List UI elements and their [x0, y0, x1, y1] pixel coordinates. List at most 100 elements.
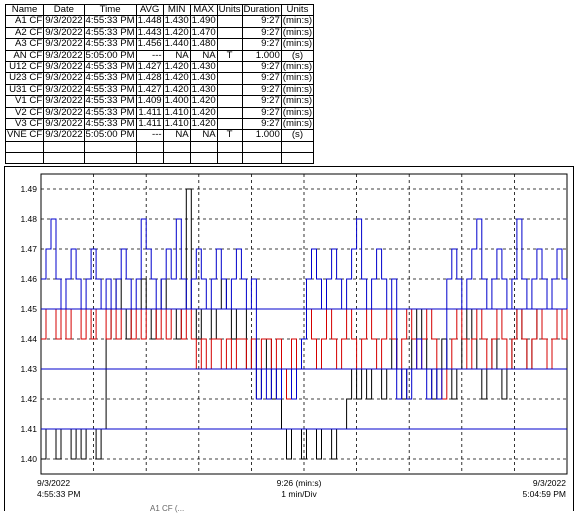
table-cell: 4:55:33 PM: [83, 106, 137, 120]
table-cell: NA: [189, 129, 218, 142]
table-cell: [216, 26, 243, 40]
table-blank-row: [4, 151, 315, 164]
table-cell: V2 CF: [4, 106, 45, 120]
x-start-label: 9/3/2022 4:55:33 PM: [37, 478, 80, 500]
table-row: U23 CF 9/3/2022 4:55:33 PM 1.428 1.420 1.430 9…: [4, 72, 315, 85]
table-cell: 1.430: [162, 15, 191, 28]
table-cell: [83, 140, 137, 153]
table-cell: 9:27: [241, 95, 282, 108]
table-cell: T: [216, 49, 243, 63]
table-cell: [83, 151, 137, 164]
table-blank-row: [4, 140, 315, 153]
table-cell: [135, 151, 164, 164]
table-cell: 9/3/2022: [43, 118, 85, 131]
table-cell: (min:s): [280, 72, 315, 85]
table-cell: 1.420: [189, 118, 218, 131]
x-end-date: 9/3/2022: [532, 478, 566, 488]
table-cell: (min:s): [280, 95, 315, 108]
series-line-2: [41, 308, 568, 400]
table-cell: [280, 140, 315, 153]
table-header-row: Name Date Time AVG MIN MAX Units Duratio…: [4, 3, 315, 17]
table-cell: VNE CF: [4, 129, 45, 142]
header-name: Name: [4, 3, 45, 17]
table-cell: 9:27: [241, 38, 282, 51]
table-row: A2 CF 9/3/2022 4:55:33 PM 1.443 1.420 1.470 9:…: [4, 26, 315, 40]
header-duration-units: Units: [280, 3, 315, 17]
table-cell: [216, 61, 243, 74]
table-cell: 1.448: [135, 15, 164, 28]
table-row: VNE CF 9/3/2022 5:05:00 PM --- NA NA T 1.000 (s): [4, 129, 315, 142]
table-cell: V3 CF: [4, 118, 45, 131]
table-cell: 9/3/2022: [43, 72, 85, 85]
table-cell: (min:s): [280, 118, 315, 131]
table-cell: 1.443: [135, 26, 164, 40]
table-cell: 1.411: [135, 106, 164, 120]
table-cell: 1.000: [241, 129, 282, 142]
table-cell: 1.440: [162, 38, 191, 51]
y-tick-label: 1.46: [20, 274, 37, 284]
table-cell: 9:27: [241, 83, 282, 97]
y-tick-label: 1.45: [20, 304, 37, 314]
table-cell: [216, 83, 243, 97]
table-cell: A1 CF: [4, 15, 45, 28]
table-cell: 1.420: [162, 61, 191, 74]
table-cell: 1.430: [189, 72, 218, 85]
table-cell: 9:27: [241, 106, 282, 120]
table-cell: 1.420: [189, 95, 218, 108]
trend-chart: 1.49 1.48 1.47 1.46 1.45 1.44 1.43 1.42 1.41 1.40: [20, 173, 568, 475]
table-cell: 1.430: [189, 83, 218, 97]
table-cell: (min:s): [280, 15, 315, 28]
x-start-time: 4:55:33 PM: [37, 489, 81, 499]
table-cell: 1.480: [189, 38, 218, 51]
table-cell: [216, 38, 243, 51]
table-cell: [216, 15, 243, 28]
table-cell: [189, 151, 218, 164]
table-cell: (s): [280, 129, 315, 142]
table-cell: T: [216, 129, 243, 142]
table-cell: 9:27: [241, 72, 282, 85]
table-cell: 4:55:33 PM: [83, 83, 137, 97]
table-cell: 9/3/2022: [43, 38, 85, 51]
table-cell: 9:27: [241, 118, 282, 131]
table-row: V1 CF 9/3/2022 4:55:33 PM 1.409 1.400 1.420 9:…: [4, 95, 315, 108]
table-cell: A2 CF: [4, 26, 45, 40]
table-cell: (min:s): [280, 26, 315, 40]
table-cell: 4:55:33 PM: [83, 15, 137, 28]
table-row: V3 CF 9/3/2022 4:55:33 PM 1.411 1.410 1.420 9:…: [4, 118, 315, 131]
table-cell: [241, 140, 282, 153]
y-tick-label: 1.49: [20, 184, 37, 194]
table-cell: 1.420: [189, 106, 218, 120]
table-cell: 1.456: [135, 38, 164, 51]
table-cell: NA: [162, 129, 191, 142]
header-date: Date: [43, 3, 85, 17]
table-cell: 9/3/2022: [43, 83, 85, 97]
table-cell: [162, 140, 191, 153]
table-cell: 9/3/2022: [43, 15, 85, 28]
table-cell: (min:s): [280, 61, 315, 74]
table-cell: 9/3/2022: [43, 26, 85, 40]
table-row: V2 CF 9/3/2022 4:55:33 PM 1.411 1.410 1.420 9:…: [4, 106, 315, 120]
table-cell: NA: [189, 49, 218, 63]
table-cell: U23 CF: [4, 72, 45, 85]
table-cell: 5:05:00 PM: [83, 49, 137, 63]
table-cell: NA: [162, 49, 191, 63]
table-cell: [162, 151, 191, 164]
table-cell: 1.470: [189, 26, 218, 40]
table-cell: 9/3/2022: [43, 95, 85, 108]
table-cell: 1.420: [162, 26, 191, 40]
channel-table: Name Date Time AVG MIN MAX Units Duratio…: [4, 3, 315, 164]
table-cell: 1.420: [162, 72, 191, 85]
table-cell: 1.400: [162, 95, 191, 108]
y-tick-label: 1.44: [20, 334, 37, 344]
y-tick-label: 1.41: [20, 424, 37, 434]
table-cell: V1 CF: [4, 95, 45, 108]
bottom-cut-text: A1 CF (...: [150, 504, 185, 513]
table-cell: 4:55:33 PM: [83, 61, 137, 74]
table-cell: 1.000: [241, 49, 282, 63]
table-cell: 4:55:33 PM: [83, 72, 137, 85]
x-end-label: 9/3/2022 5:04:59 PM: [523, 478, 566, 500]
table-cell: [241, 151, 282, 164]
table-cell: [43, 151, 85, 164]
table-row: AN CF 9/3/2022 5:05:00 PM --- NA NA T 1.000 (s): [4, 49, 315, 63]
table-cell: [4, 151, 45, 164]
